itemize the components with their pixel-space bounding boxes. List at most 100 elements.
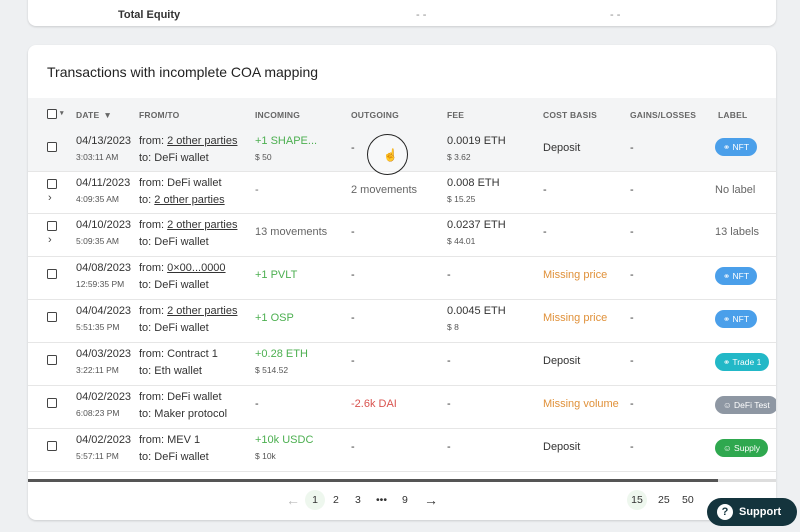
row-date: 04/04/2023 (76, 305, 132, 317)
page-size-25[interactable]: 25 (658, 494, 670, 506)
row-date: 04/10/2023 (76, 219, 132, 231)
table-row[interactable]: 04/02/2023 5:57:11 PM from: MEV 1 to: De… (28, 429, 776, 472)
horizontal-scrollbar[interactable] (28, 479, 776, 482)
label-badge-supply[interactable]: ☺ Supply (715, 439, 769, 457)
from-prefix: from: (139, 348, 168, 360)
page-9[interactable]: 9 (402, 494, 408, 506)
page-size-15[interactable]: 15 (627, 490, 647, 510)
col-date-label: DATE (76, 110, 100, 120)
row-checkbox[interactable] (47, 269, 57, 279)
outgoing-value: - (351, 269, 355, 281)
row-checkbox[interactable] (47, 441, 57, 451)
gains-value: - (630, 441, 634, 453)
to-prefix: to: (139, 365, 155, 377)
support-button[interactable]: ? Support (707, 498, 797, 526)
cost-basis-value: - (543, 184, 547, 196)
cost-basis-value: Missing volume (543, 398, 619, 410)
table-row[interactable]: 04/04/2023 5:51:35 PM from: 2 other part… (28, 300, 776, 343)
badge-text: Trade 1 (732, 357, 762, 367)
fee-usd: $ 8 (447, 322, 459, 332)
table-row[interactable]: › 04/10/2023 5:09:35 AM from: 2 other pa… (28, 214, 776, 257)
col-incoming: INCOMING (255, 110, 301, 120)
table-row[interactable]: 04/03/2023 3:22:11 PM from: Contract 1 t… (28, 343, 776, 386)
select-menu-caret-icon[interactable]: ▾ (60, 110, 64, 117)
row-date: 04/03/2023 (76, 348, 132, 360)
row-date: 04/13/2023 (76, 135, 132, 147)
summary-card: Total Equity - - - - (28, 0, 776, 26)
to-value: Maker protocol (154, 408, 228, 420)
label-badge-trade[interactable]: ⚭ Trade 1 (715, 353, 770, 371)
from-link[interactable]: 2 other parties (167, 219, 238, 231)
gains-value: - (630, 355, 634, 367)
page-2[interactable]: 2 (333, 494, 339, 506)
to-value: DeFi wallet (154, 236, 209, 248)
from-prefix: from: (139, 391, 168, 403)
to-link[interactable]: 2 other parties (154, 194, 225, 206)
label-badge-nft[interactable]: ⚭ NFT (715, 310, 758, 328)
row-time: 3:03:11 AM (76, 152, 119, 162)
row-date: 04/02/2023 (76, 434, 132, 446)
row-time: 5:57:11 PM (76, 451, 119, 461)
to-prefix: to: (139, 408, 155, 420)
user-icon: ☺ (723, 443, 735, 453)
outgoing-value: -2.6k DAI (351, 398, 397, 410)
cost-basis-value: Missing price (543, 312, 608, 324)
page-ellipsis[interactable]: ••• (376, 494, 388, 506)
to-value: DeFi wallet (154, 451, 209, 463)
outgoing-value: - (351, 312, 355, 324)
row-checkbox[interactable] (47, 142, 57, 152)
label-badge-defi[interactable]: ☺ DeFi Test (715, 396, 776, 414)
incoming-usd: $ 514.52 (255, 365, 289, 375)
prev-page-arrow-icon[interactable]: ← (286, 492, 300, 508)
from-link[interactable]: 2 other parties (167, 135, 238, 147)
row-checkbox[interactable] (47, 179, 57, 189)
row-date: 04/02/2023 (76, 391, 132, 403)
page-3[interactable]: 3 (355, 494, 361, 506)
link-icon: ⚭ (723, 142, 733, 152)
cost-basis-value: Deposit (543, 441, 581, 453)
badge-text: DeFi Test (734, 400, 770, 410)
label-badge-nft[interactable]: ⚭ NFT (715, 267, 758, 285)
row-checkbox[interactable] (47, 221, 57, 231)
sort-desc-icon[interactable]: ▼ (103, 110, 112, 120)
row-time: 6:08:23 PM (76, 408, 120, 418)
total-equity-label: Total Equity (118, 9, 181, 21)
badge-text: NFT (732, 314, 750, 324)
from-link[interactable]: 0×00...0000 (167, 262, 226, 274)
col-date[interactable]: DATE ▼ (76, 110, 112, 120)
label-badge-nft[interactable]: ⚭ NFT (715, 138, 758, 156)
support-label: Support (739, 506, 782, 518)
incoming-value: 13 movements (255, 226, 328, 238)
from-value: Contract 1 (167, 348, 218, 360)
from-prefix: from: (139, 305, 168, 317)
expand-chevron-icon[interactable]: › (48, 192, 52, 204)
select-all-checkbox[interactable] (47, 109, 57, 119)
row-checkbox[interactable] (47, 398, 57, 408)
page-size-50[interactable]: 50 (682, 494, 694, 506)
to-prefix: to: (139, 451, 155, 463)
label-text: 13 labels (715, 226, 760, 238)
gains-value: - (630, 184, 634, 196)
total-equity-value-2: - - (610, 9, 621, 21)
outgoing-value: - (351, 355, 355, 367)
to-value: DeFi wallet (154, 152, 209, 164)
from-link[interactable]: 2 other parties (167, 305, 238, 317)
table-row[interactable]: 04/08/2023 12:59:35 PM from: 0×00...0000… (28, 257, 776, 300)
scrollbar-thumb[interactable] (28, 479, 718, 482)
expand-chevron-icon[interactable]: › (48, 234, 52, 246)
fee-value: - (447, 441, 451, 453)
row-date: 04/08/2023 (76, 262, 132, 274)
from-prefix: from: (139, 177, 168, 189)
badge-text: NFT (732, 271, 750, 281)
fee-value: 0.0019 ETH (447, 135, 506, 147)
page-1[interactable]: 1 (305, 490, 325, 510)
col-outgoing: OUTGOING (351, 110, 399, 120)
next-page-arrow-icon[interactable]: → (424, 492, 438, 508)
row-checkbox[interactable] (47, 355, 57, 365)
table-header: ▾ DATE ▼ FROM/TO INCOMING OUTGOING FEE CO… (28, 98, 776, 130)
table-row[interactable]: 04/02/2023 6:08:23 PM from: DeFi wallet … (28, 386, 776, 429)
table-row[interactable]: › 04/11/2023 4:09:35 AM from: DeFi walle… (28, 172, 776, 214)
row-checkbox[interactable] (47, 312, 57, 322)
row-time: 5:51:35 PM (76, 322, 120, 332)
fee-usd: $ 15.25 (447, 194, 476, 204)
